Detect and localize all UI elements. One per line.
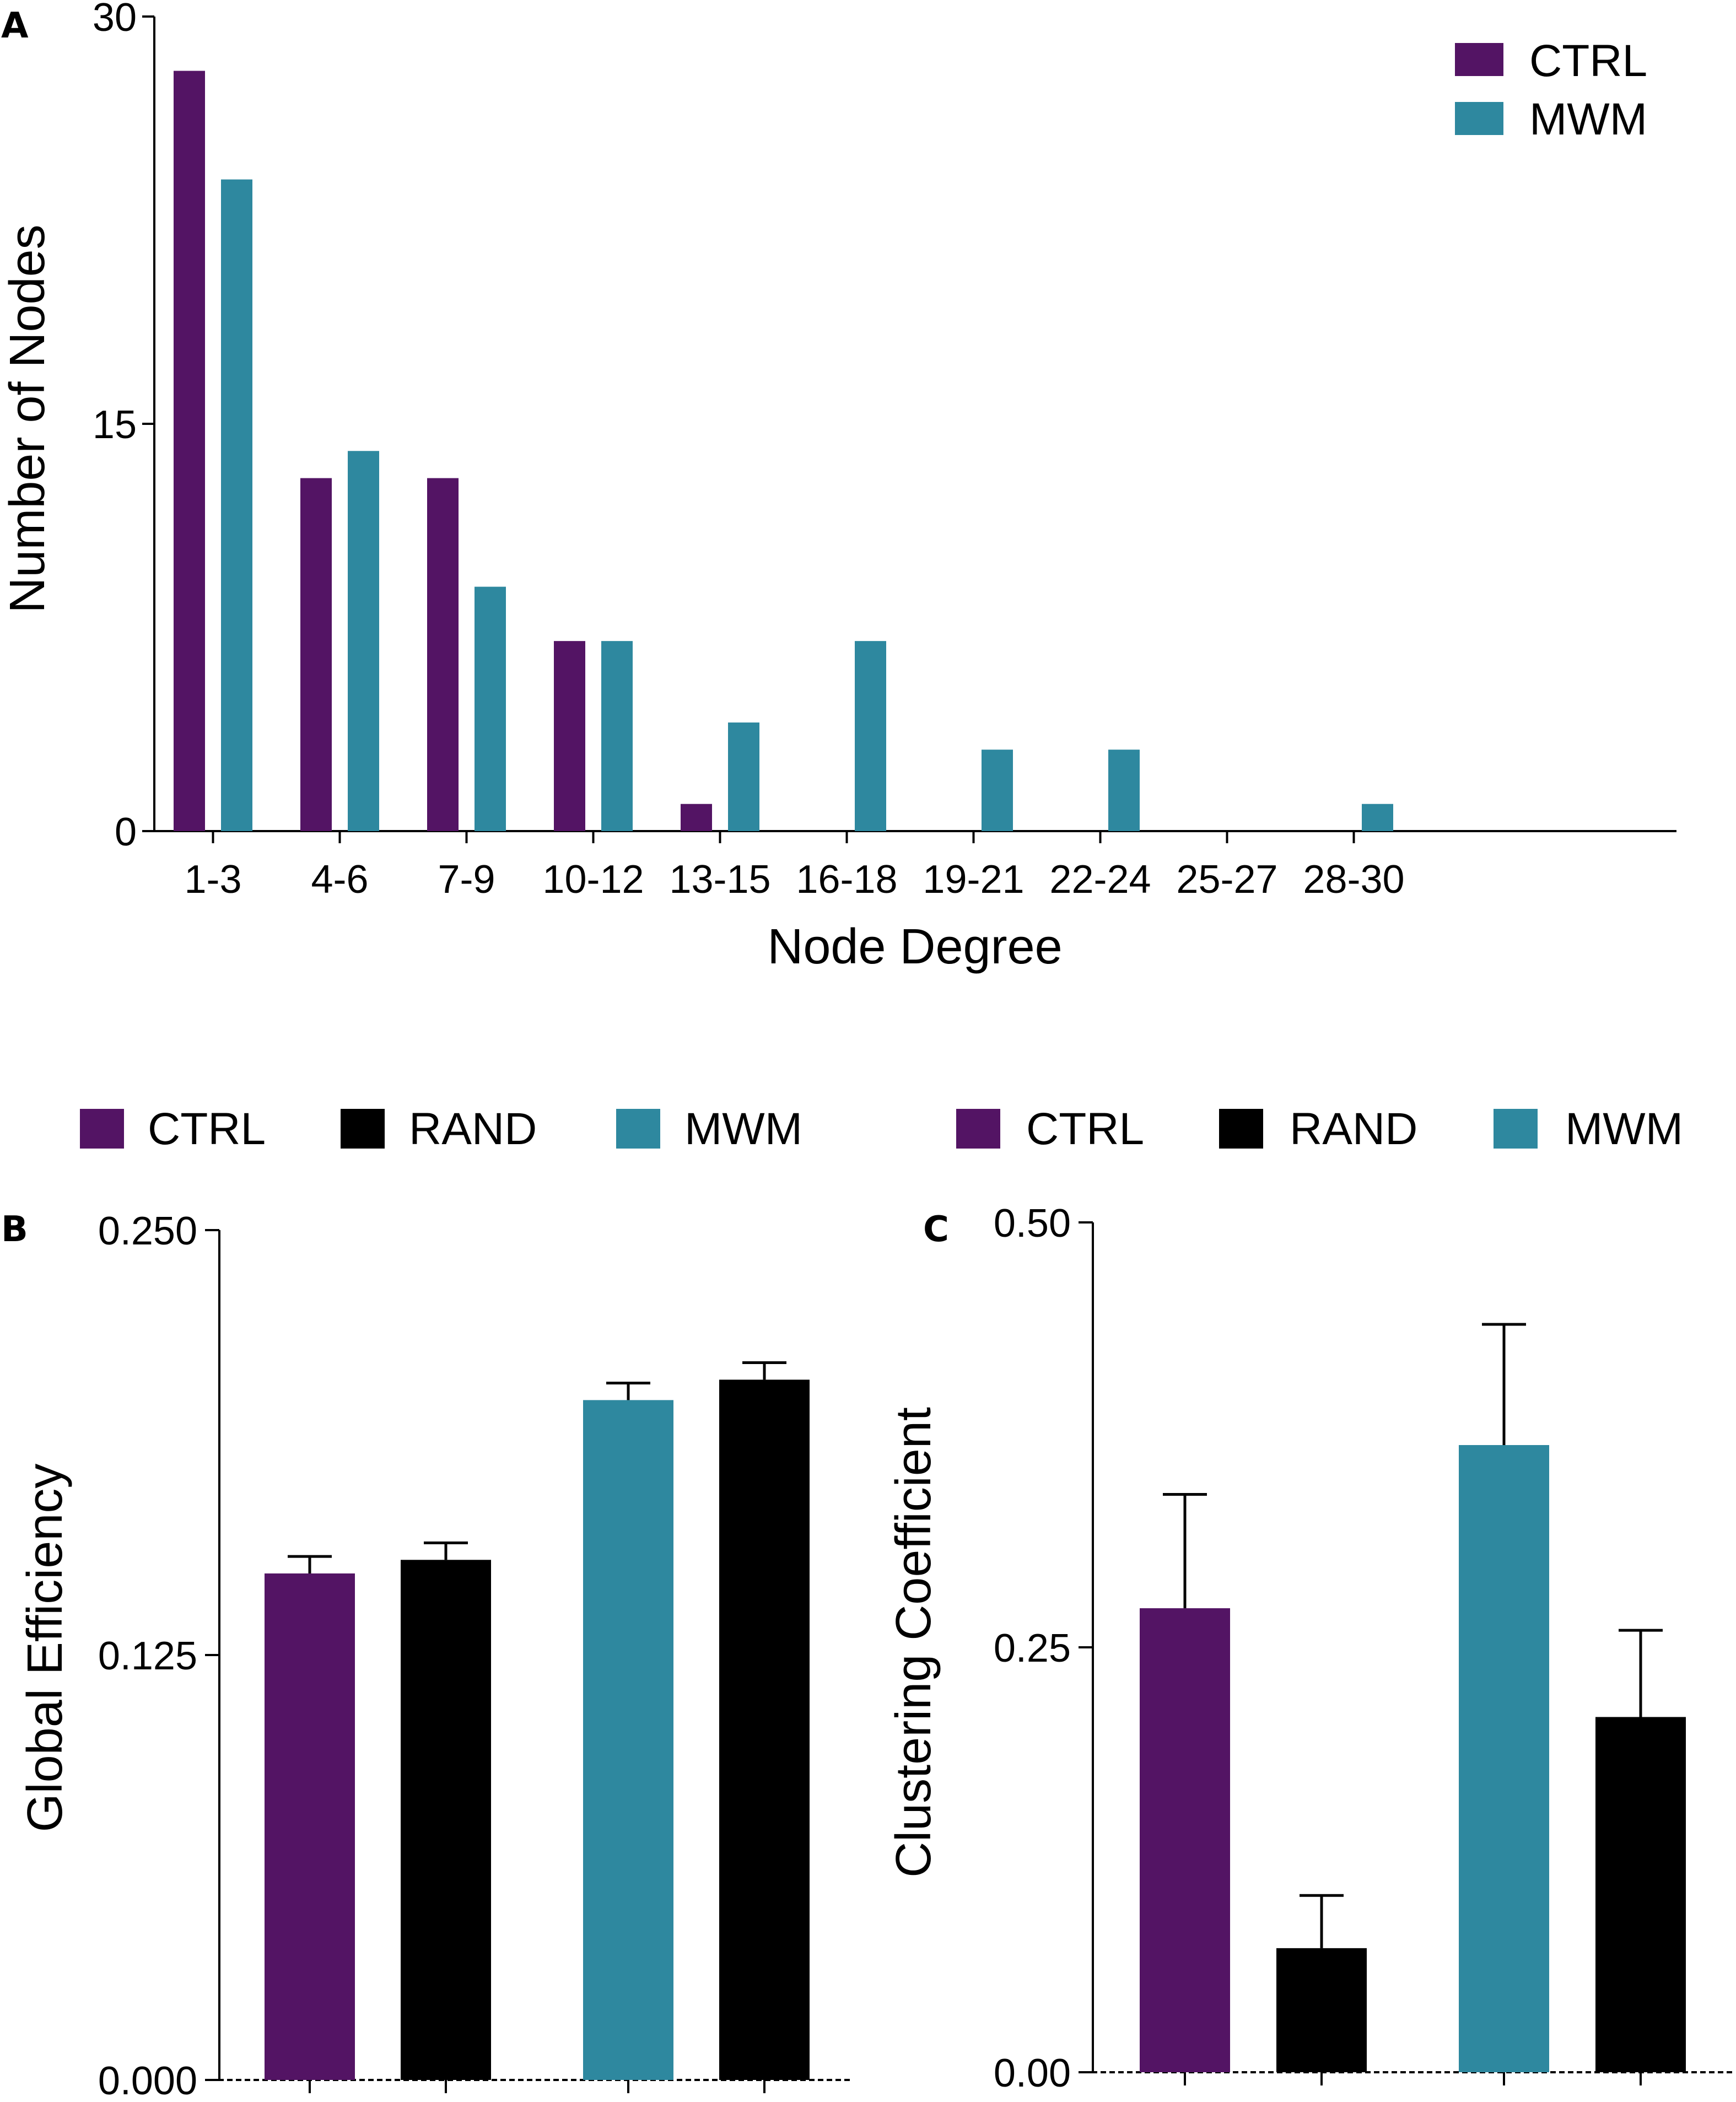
panel-a-bar-mwm-4-6	[348, 451, 379, 831]
panel-a-x-tick-label: 19-21	[923, 858, 1024, 902]
panel-a-bar-ctrl-1-3	[174, 71, 205, 832]
panel-c-legend-swatch-ctrl	[956, 1109, 1000, 1149]
panel-b-bars	[265, 1361, 810, 2093]
panel-c-bar-ctrl-1	[1140, 1608, 1230, 2072]
panel-a-x-tick-label: 28-30	[1303, 858, 1404, 902]
panel-c-legend-label-rand: RAND	[1290, 1104, 1417, 1154]
panel-b-legend: CTRL RAND MWM	[80, 1104, 802, 1154]
panel-a-bar-ctrl-10-12	[554, 641, 585, 831]
panel-b-chart: CTRL RAND MWM B 0.000 0.125 0.250 Global E…	[1, 1104, 851, 2102]
panel-a-bar-mwm-19-21	[982, 750, 1013, 831]
panel-b-bar-mwm-3	[583, 1400, 673, 2080]
panel-b-y-tick-label: 0.125	[98, 1634, 197, 1678]
panel-c-legend-swatch-rand	[1219, 1109, 1263, 1149]
panel-c-bar-rand-4	[1595, 1717, 1686, 2072]
panel-c-legend-swatch-mwm	[1494, 1109, 1538, 1149]
panel-a-x-tick-label: 16-18	[796, 858, 897, 902]
panel-a-bar-mwm-28-30	[1362, 804, 1393, 831]
panel-a-x-tick-label: 25-27	[1176, 858, 1277, 902]
panel-a-x-tick-label: 10-12	[542, 858, 644, 902]
panel-a-bars	[174, 71, 1393, 832]
panel-b-label: B	[1, 1209, 28, 1250]
panel-a-bar-ctrl-7-9	[427, 478, 459, 831]
panel-a-bar-mwm-13-15	[728, 722, 759, 831]
panel-a-bar-mwm-10-12	[601, 641, 633, 831]
panel-b-legend-label-rand: RAND	[409, 1104, 537, 1154]
panel-a-x-tick-label: 1-3	[184, 858, 241, 902]
panel-b-bar-ctrl-1	[265, 1573, 355, 2080]
panel-c-y-axis-title: Clustering Coefficient	[886, 1407, 941, 1878]
panel-a-bar-mwm-16-18	[855, 641, 886, 831]
panel-a-y-tick-label: 15	[93, 403, 137, 447]
panel-c-y-ticks: 0.00 0.25 0.50	[994, 1201, 1093, 2095]
panel-b-legend-swatch-mwm	[616, 1109, 660, 1149]
panel-b-legend-swatch-ctrl	[80, 1109, 124, 1149]
panel-b-y-ticks: 0.000 0.125 0.250	[98, 1209, 219, 2102]
panel-c-legend-label-mwm: MWM	[1565, 1104, 1683, 1154]
panel-a-chart: A 0 15 30 1-3 4-6 7-9 10-12 13-15 16-18 19-21 22-…	[0, 0, 1676, 974]
panel-a-x-ticks: 1-3 4-6 7-9 10-12 13-15 16-18 19-21 22-24 25-27 2…	[184, 831, 1405, 902]
panel-a-bar-mwm-1-3	[221, 179, 252, 832]
panel-c-bars	[1140, 1323, 1686, 2085]
panel-c-legend-label-ctrl: CTRL	[1026, 1104, 1144, 1154]
panel-a-legend-label-ctrl: CTRL	[1529, 36, 1647, 86]
panel-a-bar-ctrl-13-15	[681, 804, 712, 831]
panel-a-legend-label-mwm: MWM	[1529, 94, 1647, 144]
panel-c-y-tick-label: 0.50	[994, 1201, 1071, 1246]
panel-b-y-tick-label: 0.250	[98, 1209, 197, 1253]
panel-b-legend-label-mwm: MWM	[684, 1104, 802, 1154]
panel-a-x-axis-title: Node Degree	[767, 919, 1062, 974]
panel-a-bar-mwm-7-9	[475, 586, 506, 831]
panel-a-y-tick-label: 30	[93, 0, 137, 40]
panel-a-y-ticks: 0 15 30	[93, 0, 154, 854]
panel-c-label: C	[923, 1209, 949, 1250]
panel-b-legend-label-ctrl: CTRL	[148, 1104, 266, 1154]
panel-c-y-tick-label: 0.25	[994, 1626, 1071, 1670]
panel-b-bar-rand-2	[401, 1560, 491, 2080]
panel-c-legend: CTRL RAND MWM	[956, 1104, 1683, 1154]
panel-a-x-tick-label: 7-9	[438, 858, 495, 902]
panel-c-chart: CTRL RAND MWM C 0.00 0.25 0.50 Clustering …	[886, 1104, 1733, 2095]
panel-a-bar-ctrl-4-6	[300, 478, 332, 831]
panel-a-legend-swatch-ctrl	[1455, 43, 1503, 76]
panel-a-legend: CTRL MWM	[1455, 36, 1647, 144]
panel-b-y-tick-label: 0.000	[98, 2059, 197, 2102]
panel-a-label: A	[1, 6, 29, 46]
panel-a-x-tick-label: 13-15	[669, 858, 770, 902]
panel-b-bar-rand-4	[719, 1379, 810, 2080]
panel-b-y-axis-title: Global Efficiency	[18, 1464, 73, 1832]
panel-c-y-tick-label: 0.00	[994, 2051, 1071, 2095]
panel-a-y-tick-label: 0	[115, 810, 137, 854]
panel-a-x-tick-label: 4-6	[311, 858, 368, 902]
panel-a-y-axis-title: Number of Nodes	[0, 224, 55, 613]
panel-a-legend-swatch-mwm	[1455, 102, 1503, 135]
panel-c-bar-rand-2	[1276, 1948, 1367, 2072]
panel-c-bar-mwm-3	[1459, 1445, 1549, 2072]
panel-a-bar-mwm-22-24	[1108, 750, 1140, 831]
panel-a-x-tick-label: 22-24	[1049, 858, 1151, 902]
panel-b-legend-swatch-rand	[341, 1109, 385, 1149]
